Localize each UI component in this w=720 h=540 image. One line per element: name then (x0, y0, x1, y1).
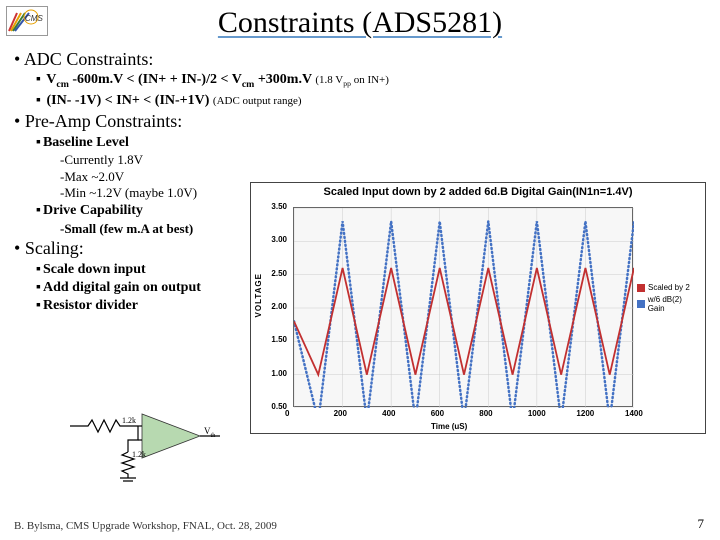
ytick: 1.50 (263, 335, 287, 344)
baseline-1: -Currently 1.8V (60, 152, 706, 169)
waveform-chart: Scaled Input down by 2 added 6d.B Digita… (250, 182, 706, 434)
ytick: 2.50 (263, 269, 287, 278)
xtick: 1400 (625, 409, 643, 418)
adc-heading: ADC Constraints: (14, 48, 706, 71)
slide-title: Constraints (ADS5281) (0, 0, 720, 40)
footer-text: B. Bylsma, CMS Upgrade Workshop, FNAL, O… (14, 520, 277, 532)
ytick: 2.00 (263, 302, 287, 311)
cms-logo: CMS (6, 6, 48, 36)
legend-series1: Scaled by 2 (637, 283, 699, 292)
xtick: 400 (382, 409, 395, 418)
vth-label: Vth (204, 426, 215, 439)
xtick: 0 (285, 409, 289, 418)
xtick: 1200 (576, 409, 594, 418)
resistor-divider-circuit: 1.2k 1.2k Vth (70, 410, 240, 482)
x-axis-label: Time (uS) (431, 422, 467, 431)
preamp-heading: Pre-Amp Constraints: (14, 110, 706, 133)
chart-plot (293, 207, 633, 407)
chart-legend: Scaled by 2 w/6 dB(2) Gain (637, 283, 699, 316)
xtick: 1000 (528, 409, 546, 418)
ytick: 3.50 (263, 202, 287, 211)
r1-value: 1.2k (122, 416, 136, 425)
ytick: 3.00 (263, 235, 287, 244)
xtick: 200 (334, 409, 347, 418)
adc-line2: (IN- -1V) < IN+ < (IN-+1V) (ADC output r… (36, 92, 706, 110)
ytick: 0.50 (263, 402, 287, 411)
legend-series2: w/6 dB(2) Gain (637, 295, 699, 313)
chart-title: Scaled Input down by 2 added 6d.B Digita… (251, 183, 705, 201)
svg-text:CMS: CMS (25, 14, 43, 23)
xtick: 800 (479, 409, 492, 418)
r2-value: 1.2k (132, 450, 146, 459)
page-number: 7 (698, 516, 705, 532)
y-axis-label: VOLTAGE (254, 273, 263, 317)
adc-line1: Vcm -600m.V < (IN+ + IN-)/2 < Vcm +300m.… (36, 71, 706, 92)
xtick: 600 (431, 409, 444, 418)
baseline-label: Baseline Level (36, 134, 706, 152)
ytick: 1.00 (263, 369, 287, 378)
